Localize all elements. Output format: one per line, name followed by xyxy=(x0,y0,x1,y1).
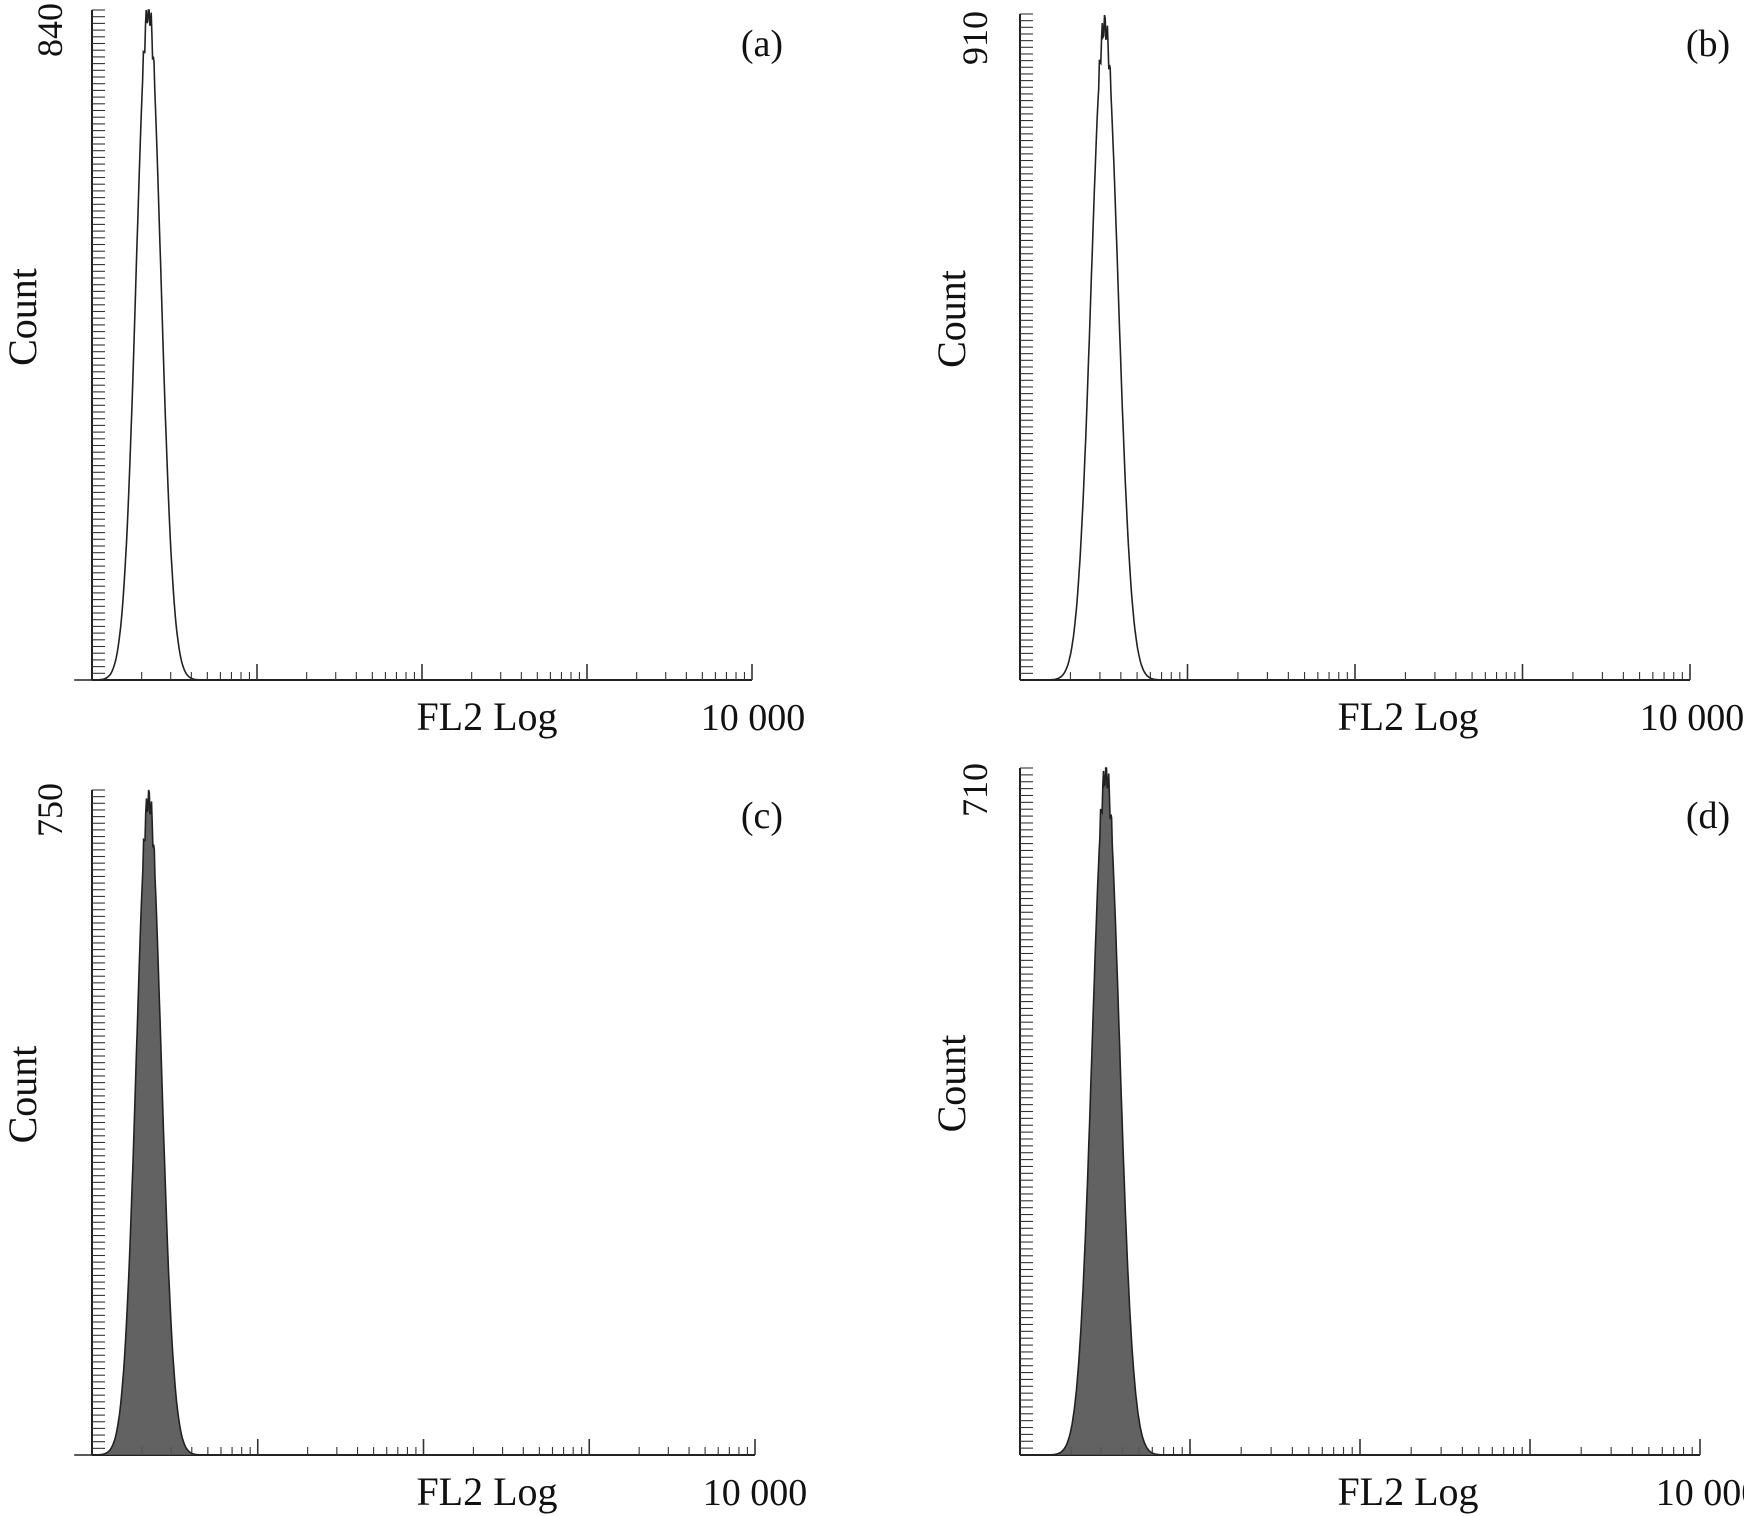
panel-label: (d) xyxy=(1686,795,1730,837)
histogram-panel-a: 840 Count FL2 Log 10 000 (a) xyxy=(0,3,805,739)
x-end-tick-label: 10 000 xyxy=(1640,697,1744,739)
histogram-series xyxy=(74,789,232,1456)
panel-label: (b) xyxy=(1686,23,1730,65)
y-max-label: 710 xyxy=(955,763,995,817)
y-axis-label: Count xyxy=(0,1046,45,1144)
y-max-label: 750 xyxy=(30,783,70,837)
histogram-panel-c: 750 Count FL2 Log 10 000 (c) xyxy=(0,783,807,1514)
x-axis-label: FL2 Log xyxy=(416,694,557,739)
x-axis-label: FL2 Log xyxy=(1337,1469,1478,1514)
x-axis-label: FL2 Log xyxy=(1337,694,1478,739)
histogram-series xyxy=(74,9,231,681)
y-max-label: 910 xyxy=(955,11,995,65)
x-axis-label: FL2 Log xyxy=(416,1469,557,1514)
x-end-tick-label: 10 000 xyxy=(703,1472,808,1514)
y-max-label: 840 xyxy=(30,3,70,57)
y-axis-label: Count xyxy=(929,1035,974,1133)
panel-label: (a) xyxy=(741,23,783,65)
x-end-tick-label: 10 000 xyxy=(701,697,806,739)
histogram-series xyxy=(1029,14,1189,681)
x-end-tick-label: 10 000 xyxy=(1656,1472,1744,1514)
histogram-series xyxy=(1029,767,1191,1456)
histogram-panel-b: 910 Count FL2 Log 10 000 (b) xyxy=(929,11,1744,739)
panel-label: (c) xyxy=(741,795,783,837)
histogram-panel-d: 710 Count FL2 Log 10 000 (d) xyxy=(929,763,1744,1514)
y-axis-label: Count xyxy=(929,270,974,368)
y-axis-label: Count xyxy=(0,268,45,366)
